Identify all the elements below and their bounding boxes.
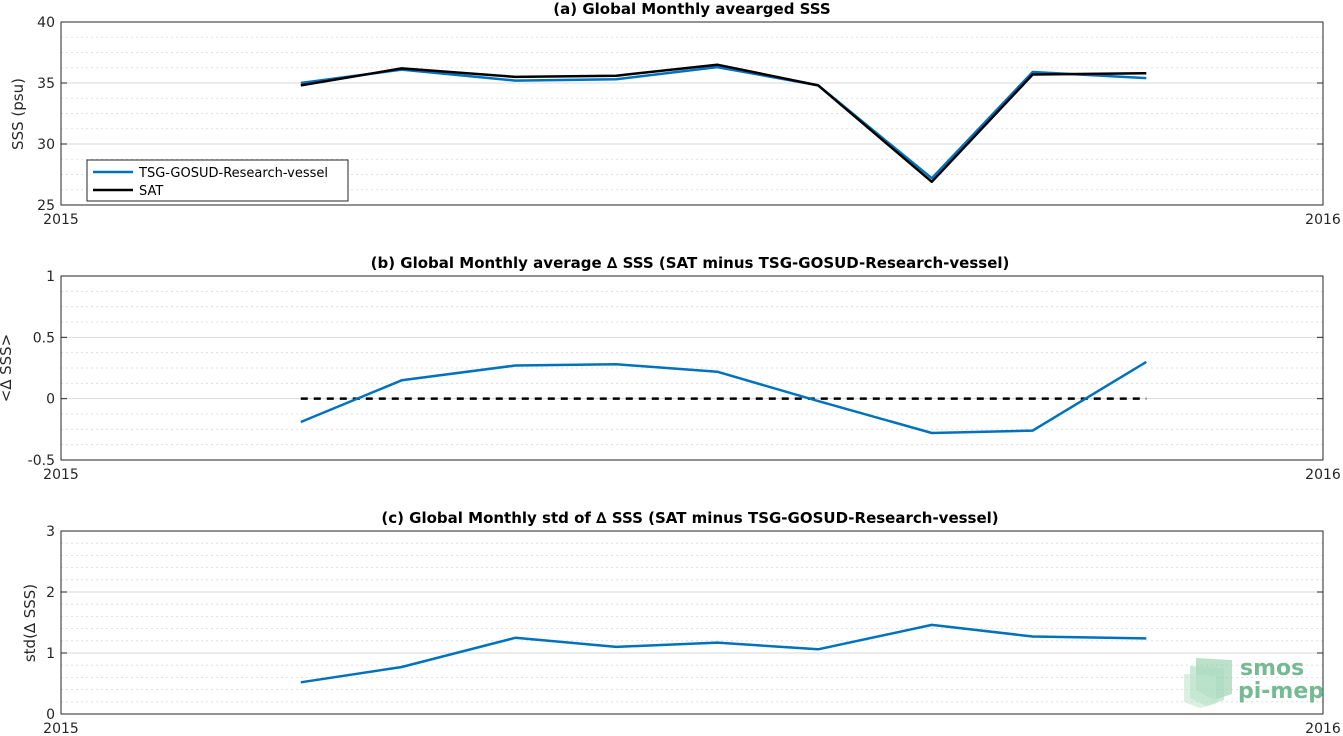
y-tick-label: 0 <box>46 707 55 723</box>
y-tick-label: 2 <box>46 585 55 601</box>
series-line-delta <box>300 623 1147 684</box>
y-tick-label: 0 <box>46 392 55 408</box>
legend-label-sat: SAT <box>139 184 163 199</box>
panel-a-ticks: 25 30 35 40 2015 2016 <box>37 15 1341 228</box>
y-tick-label: 35 <box>37 76 55 92</box>
y-tick-label: 30 <box>37 137 55 153</box>
panel-b-frame <box>60 275 1324 461</box>
panel-a-legend: TSG-GOSUD-Research-vessel SAT <box>86 159 349 202</box>
series-line-tsg-gosud-research-vessel <box>300 65 1147 180</box>
logo-text-smos: smos <box>1240 656 1304 681</box>
panel-c-ticks: 0 1 2 3 2015 2016 <box>43 524 1341 736</box>
panel-a-ylabel: SSS (psu) <box>9 78 27 150</box>
legend-label-tsg: TSG-GOSUD-Research-vessel <box>138 166 328 181</box>
logo-mark-icon <box>1184 658 1232 708</box>
panel-b-ticks: -0.5 0 0.5 1 2015 2016 <box>28 269 1341 483</box>
panel-a: 25 30 35 40 2015 2016 (a) Global Monthly avea… <box>9 0 1341 228</box>
panel-a-frame <box>60 21 1324 206</box>
logo-text-pimep: pi-mep <box>1238 679 1324 704</box>
x-tick-label: 2015 <box>43 721 79 736</box>
panel-b-series <box>300 360 1147 435</box>
y-tick-label: 0.5 <box>33 330 55 346</box>
series-line-sat <box>300 63 1147 184</box>
x-tick-label: 2015 <box>43 467 79 483</box>
panel-b-ylabel: <∆ SSS> <box>0 334 15 403</box>
y-tick-label: 1 <box>46 646 55 662</box>
panel-c: 0 1 2 3 2015 2016 (c) Global Monthly std of ∆… <box>21 509 1341 736</box>
y-tick-label: 3 <box>46 524 55 540</box>
y-tick-label: 25 <box>37 198 55 214</box>
panel-c-plot-area <box>61 531 1323 714</box>
smos-pimep-logo: smos pi-mep <box>1184 656 1324 708</box>
panel-a-title: (a) Global Monthly avearged SSS <box>553 0 830 18</box>
panel-b: -0.5 0 0.5 1 2015 2016 (b) Global Monthly ave… <box>0 254 1341 483</box>
series-line-delta <box>300 360 1147 435</box>
panel-c-ylabel: std(∆ SSS) <box>21 584 39 662</box>
panel-c-frame <box>60 530 1324 715</box>
panel-a-series <box>300 63 1147 184</box>
panel-c-title: (c) Global Monthly std of ∆ SSS (SAT min… <box>381 509 998 527</box>
x-tick-label: 2016 <box>1305 212 1341 228</box>
legend-box <box>86 159 349 202</box>
panel-b-title: (b) Global Monthly average ∆ SSS (SAT mi… <box>371 254 1010 272</box>
y-tick-label: 1 <box>46 269 55 285</box>
x-tick-label: 2015 <box>43 212 79 228</box>
x-tick-label: 2016 <box>1305 721 1341 736</box>
y-tick-label: 40 <box>37 15 55 31</box>
y-tick-label: -0.5 <box>28 453 55 469</box>
x-tick-label: 2016 <box>1305 467 1341 483</box>
panel-c-series <box>300 623 1147 684</box>
